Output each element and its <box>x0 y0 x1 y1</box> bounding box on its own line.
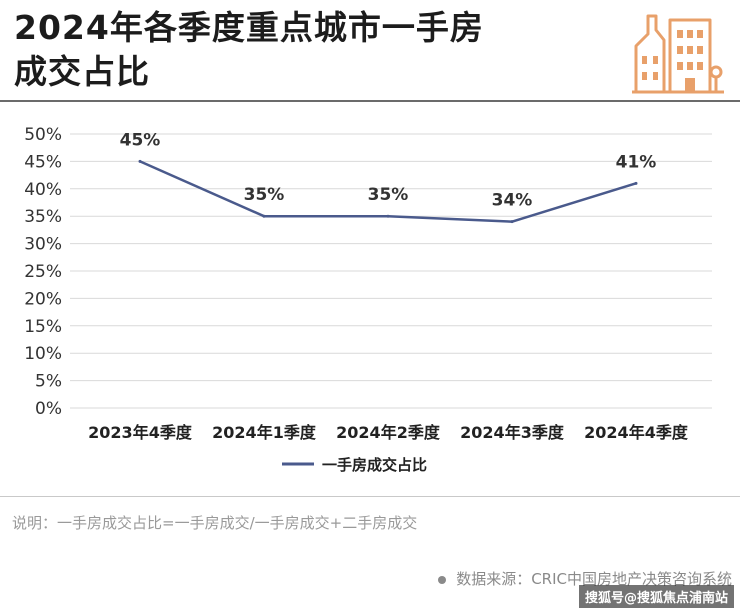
legend-label: 一手房成交占比 <box>322 456 427 474</box>
x-tick-label: 2024年1季度 <box>212 423 317 442</box>
chart-note: 说明：一手房成交占比=一手房成交/一手房成交+二手房成交 <box>12 514 418 532</box>
y-tick-label: 10% <box>24 344 62 364</box>
data-label: 35% <box>368 185 409 205</box>
data-point <box>634 181 638 185</box>
chart-title-line1: 2024年各季度重点城市一手房 <box>14 8 484 47</box>
data-point <box>510 220 514 224</box>
y-tick-label: 20% <box>24 289 62 309</box>
data-point <box>386 214 390 218</box>
chart-title-line2: 成交占比 <box>14 52 150 91</box>
source-bullet-icon <box>438 575 447 584</box>
y-tick-label: 50% <box>24 125 62 145</box>
y-tick-label: 45% <box>24 152 62 172</box>
y-tick-label: 30% <box>24 235 62 255</box>
chart-title: 2024年各季度重点城市一手房 成交占比 <box>14 6 484 94</box>
x-tick-label: 2024年3季度 <box>460 423 565 442</box>
x-tick-label: 2023年4季度 <box>88 423 193 442</box>
y-tick-label: 15% <box>24 317 62 337</box>
x-tick-label: 2024年2季度 <box>336 423 441 442</box>
data-label: 41% <box>616 152 657 172</box>
data-label: 34% <box>492 191 533 211</box>
data-point <box>138 159 142 163</box>
building-icon <box>632 14 724 94</box>
title-divider <box>0 100 740 102</box>
y-tick-label: 35% <box>24 207 62 227</box>
data-point <box>262 214 266 218</box>
data-label: 35% <box>244 185 285 205</box>
data-label: 45% <box>120 130 161 150</box>
y-tick-label: 25% <box>24 262 62 282</box>
watermark: 搜狐号@搜狐焦点浦南站 <box>578 585 734 608</box>
y-tick-label: 0% <box>35 399 62 419</box>
y-tick-label: 40% <box>24 180 62 200</box>
y-tick-label: 5% <box>35 372 62 392</box>
footer-divider <box>0 496 740 497</box>
line-chart: 0% 5% 10% 15% 20% 25% 30% 35% 40% 45% 50% 2023年4季度 2… <box>24 125 712 474</box>
x-tick-label: 2024年4季度 <box>584 423 689 442</box>
data-source-text: 数据来源：CRIC中国房地产决策咨询系统 <box>456 570 732 588</box>
data-source: 数据来源：CRIC中国房地产决策咨询系统 <box>438 568 732 589</box>
